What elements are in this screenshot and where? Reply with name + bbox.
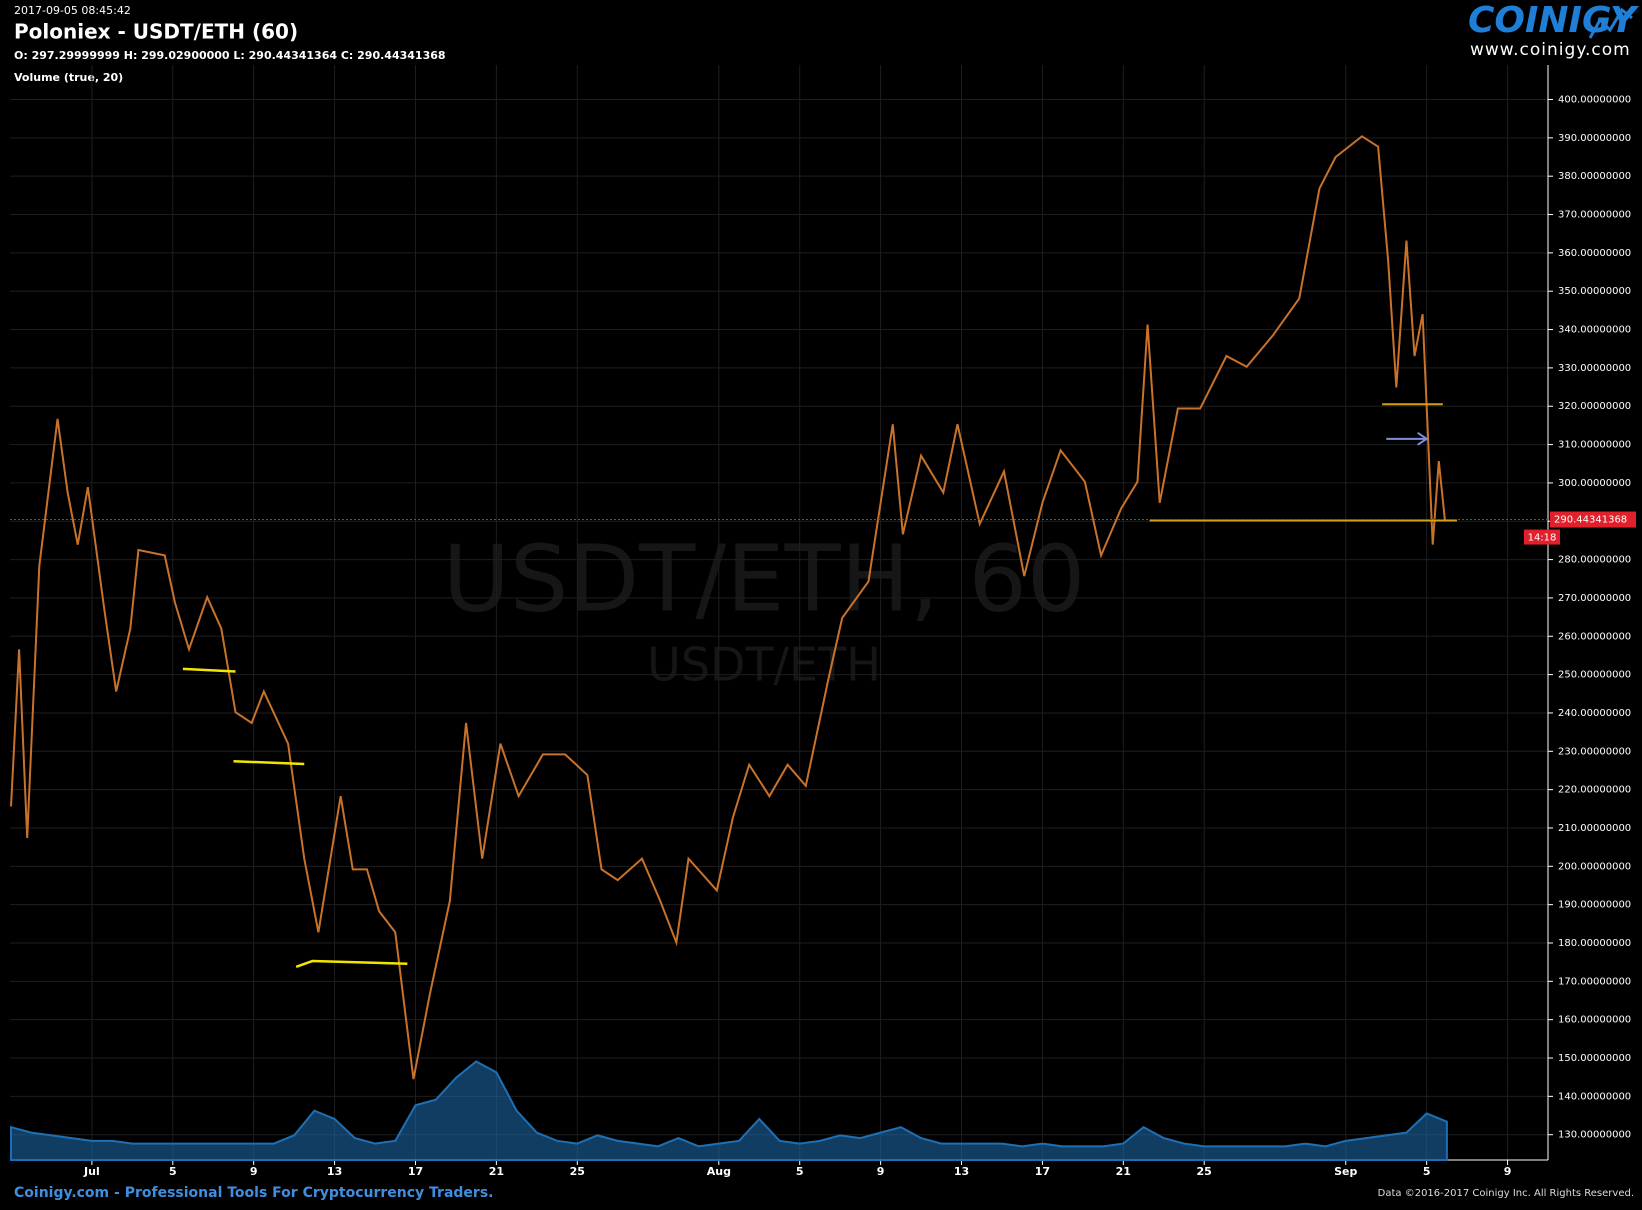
y-tick-label: 340.00000000 <box>1558 325 1631 336</box>
logo-icon <box>1588 7 1633 39</box>
last-price-label: 290.44341368 <box>1554 515 1627 526</box>
y-tick-label: 190.00000000 <box>1558 900 1631 911</box>
volume-label: Volume (true, 20) <box>14 71 123 84</box>
countdown-box <box>1524 529 1560 545</box>
logo-url: www.coinigy.com <box>1470 40 1631 60</box>
x-tick-label: 13 <box>327 1165 342 1178</box>
y-tick-label: 400.00000000 <box>1558 95 1631 106</box>
y-tick-label: 140.00000000 <box>1558 1091 1631 1102</box>
ohlc: O: 297.29999999 H: 299.02900000 L: 290.4… <box>14 49 446 62</box>
y-tick-label: 180.00000000 <box>1558 938 1631 949</box>
x-tick-label: 13 <box>954 1165 969 1178</box>
y-tick-label: 150.00000000 <box>1558 1053 1631 1064</box>
y-tick-label: 360.00000000 <box>1558 248 1631 259</box>
y-tick-label: 210.00000000 <box>1558 823 1631 834</box>
x-tick-label: 9 <box>1504 1165 1512 1178</box>
watermark: USDT/ETH, 60 <box>443 525 1086 632</box>
last-price-box <box>1550 511 1636 528</box>
y-tick-label: 130.00000000 <box>1558 1130 1631 1141</box>
drawing-line <box>182 667 236 673</box>
logo: COINIGY <box>1468 0 1640 41</box>
y-tick-label: 170.00000000 <box>1558 976 1631 987</box>
timestamp: 2017-09-05 08:45:42 <box>14 4 131 17</box>
x-tick-label: 25 <box>1197 1165 1212 1178</box>
volume-area <box>10 1060 1448 1161</box>
x-tick-label: Sep <box>1334 1165 1357 1178</box>
y-tick-label: 160.00000000 <box>1558 1015 1631 1026</box>
countdown: 14:18 <box>1528 533 1557 544</box>
price-line <box>10 135 1446 1080</box>
y-tick-label: 250.00000000 <box>1558 670 1631 681</box>
copyright: Data ©2016-2017 Coinigy Inc. All Rights … <box>1378 1188 1634 1199</box>
x-tick-label: 5 <box>169 1165 177 1178</box>
x-tick-label: 21 <box>1116 1165 1131 1178</box>
x-tick-label: 25 <box>570 1165 585 1178</box>
x-tick-label: 17 <box>1035 1165 1050 1178</box>
chart-title: Poloniex - USDT/ETH (60) <box>14 20 298 44</box>
y-tick-label: 330.00000000 <box>1558 363 1631 374</box>
x-tick-label: Jul <box>83 1165 100 1178</box>
y-tick-label: 310.00000000 <box>1558 440 1631 451</box>
y-tick-label: 220.00000000 <box>1558 785 1631 796</box>
x-tick-label: 5 <box>1423 1165 1431 1178</box>
y-tick-label: 350.00000000 <box>1558 286 1631 297</box>
footer: Coinigy.com - Professional Tools For Cry… <box>14 1185 493 1201</box>
y-tick-label: 300.00000000 <box>1558 478 1631 489</box>
y-tick-label: 270.00000000 <box>1558 593 1631 604</box>
arrow-head <box>1417 431 1429 446</box>
x-tick-label: 21 <box>489 1165 504 1178</box>
y-tick-label: 200.00000000 <box>1558 861 1631 872</box>
x-tick-label: Aug <box>707 1165 731 1178</box>
x-tick-label: 5 <box>796 1165 804 1178</box>
x-tick-label: 9 <box>877 1165 885 1178</box>
watermark-sub: USDT/ETH <box>647 638 881 692</box>
x-tick-label: 9 <box>250 1165 258 1178</box>
x-tick-label: 17 <box>408 1165 423 1178</box>
drawing-line <box>295 959 408 968</box>
y-tick-label: 240.00000000 <box>1558 708 1631 719</box>
y-tick-label: 320.00000000 <box>1558 401 1631 412</box>
drawing-line <box>233 760 305 766</box>
y-tick-label: 370.00000000 <box>1558 210 1631 221</box>
y-tick-label: 380.00000000 <box>1558 171 1631 182</box>
y-tick-label: 280.00000000 <box>1558 555 1631 566</box>
y-tick-label: 230.00000000 <box>1558 746 1631 757</box>
y-tick-label: 390.00000000 <box>1558 133 1631 144</box>
y-tick-label: 260.00000000 <box>1558 631 1631 642</box>
